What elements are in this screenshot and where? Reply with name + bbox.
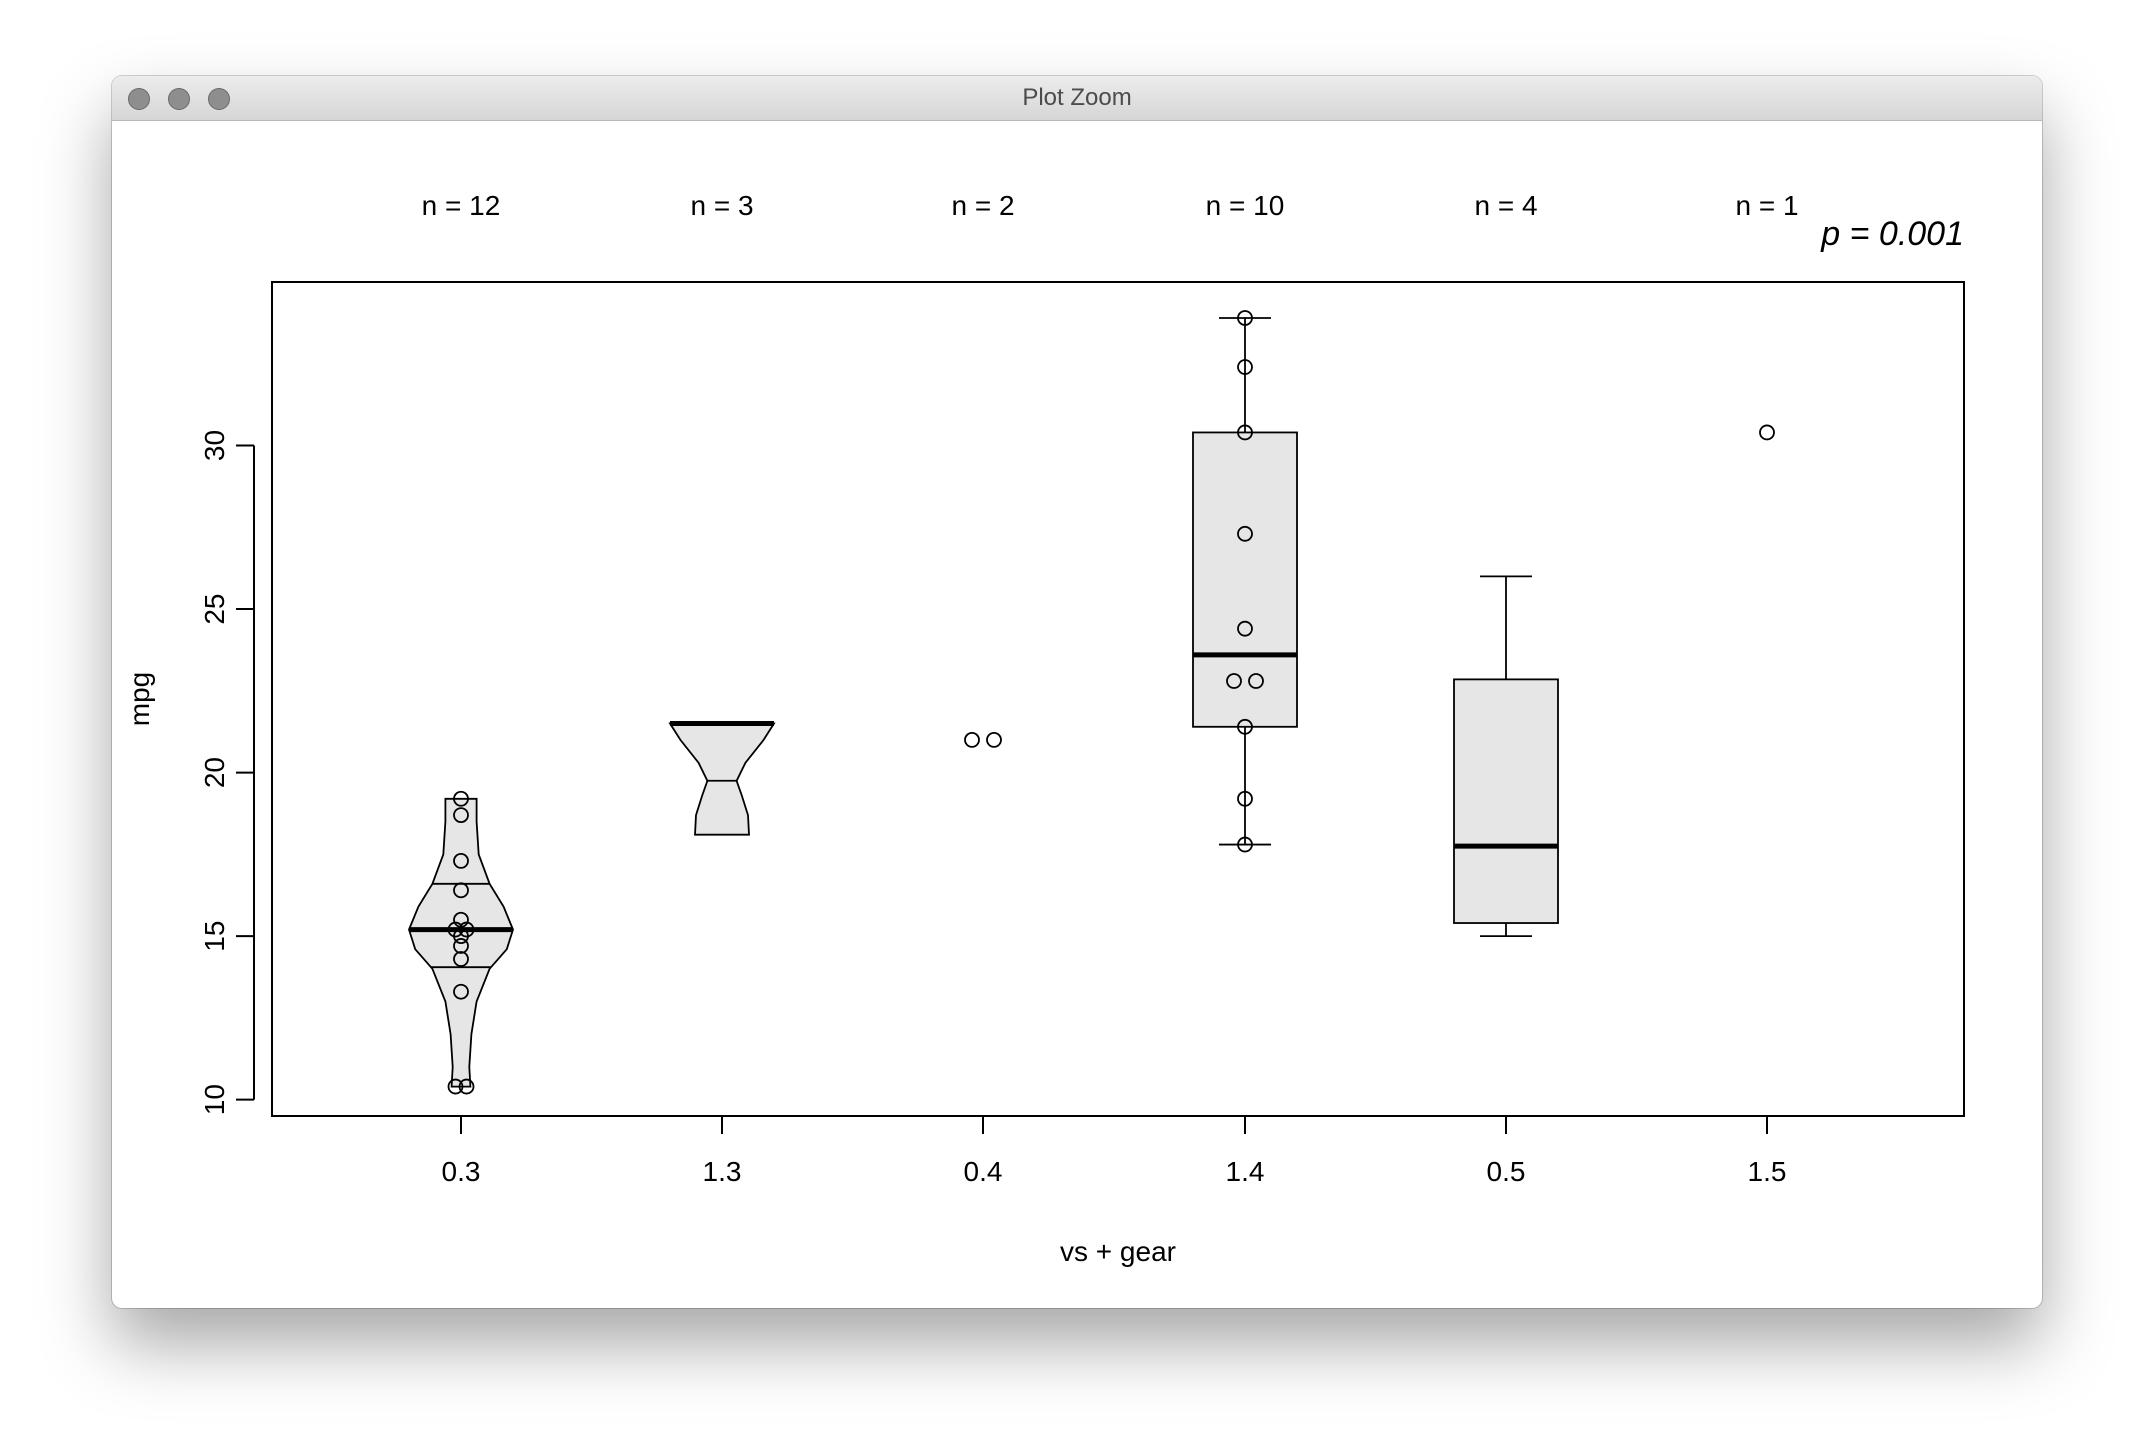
- data-point-3-7: [1237, 424, 1253, 441]
- count-label-3: n = 10: [1206, 190, 1285, 221]
- count-label-4: n = 4: [1474, 190, 1537, 221]
- data-point-3-8: [1237, 359, 1253, 375]
- violin-shape-1: [668, 722, 776, 836]
- y-tick-label-15: 15: [199, 921, 230, 952]
- count-label-1: n = 3: [690, 190, 753, 221]
- data-point-0-12: [453, 790, 469, 807]
- data-point-0-10: [453, 852, 469, 869]
- data-point-3-0: [1237, 836, 1253, 853]
- data-point-3-9: [1237, 310, 1253, 326]
- x-tick-label-1: 1.3: [703, 1156, 742, 1187]
- data-point-2-1: [986, 731, 1002, 748]
- data-point-3-6: [1237, 525, 1253, 542]
- data-point-0-0: [447, 1078, 464, 1095]
- data-point-2-0: [964, 731, 980, 748]
- data-point-0-1: [458, 1078, 475, 1095]
- plot-area: 10 15 20 25 30 0.3 1.3 0.4 1.4 0.5 1.5 n = 12 n = 3 n…: [112, 121, 2042, 1308]
- x-tick-label-3: 1.4: [1226, 1156, 1265, 1187]
- x-tick-label-4: 0.5: [1487, 1156, 1526, 1187]
- window-title: Plot Zoom: [1022, 84, 1132, 111]
- plot-zoom-window: Plot Zoom 10 15 20 25 30 0.3 1.3 0.4 1.4 0.5 1.5 n …: [112, 76, 2042, 1308]
- box-4: [1453, 678, 1559, 924]
- boxplot-chart: 10 15 20 25 30 0.3 1.3 0.4 1.4 0.5 1.5 n = 12 n = 3 n…: [124, 190, 1965, 1267]
- x-axis-title: vs + gear: [1060, 1236, 1176, 1267]
- y-tick-label-25: 25: [199, 593, 230, 624]
- close-window-button[interactable]: [128, 88, 150, 110]
- data-point-0-3: [453, 951, 469, 967]
- box-3: [1192, 431, 1298, 728]
- data-point-3-5: [1237, 620, 1253, 637]
- count-label-0: n = 12: [422, 190, 501, 221]
- y-tick-label-10: 10: [199, 1084, 230, 1115]
- data-point-3-4: [1248, 673, 1264, 689]
- data-point-3-3: [1226, 673, 1242, 689]
- title-bar[interactable]: Plot Zoom: [112, 76, 2042, 121]
- data-point-3-1: [1237, 790, 1253, 807]
- minimize-window-button[interactable]: [168, 88, 190, 110]
- count-label-5: n = 1: [1735, 190, 1798, 221]
- plot-frame: [271, 281, 1965, 1117]
- data-point-0-8: [453, 911, 469, 928]
- p-value-annotation: p = 0.001: [1820, 215, 1964, 253]
- count-label-2: n = 2: [951, 190, 1014, 221]
- data-point-0-2: [453, 983, 469, 1000]
- x-tick-label-0: 0.3: [442, 1156, 481, 1187]
- data-point-5-0: [1759, 424, 1775, 441]
- y-axis-title: mpg: [124, 672, 155, 726]
- x-tick-label-5: 1.5: [1748, 1156, 1787, 1187]
- x-tick-label-2: 0.4: [964, 1156, 1003, 1187]
- zoom-window-button[interactable]: [208, 88, 230, 110]
- data-point-0-4: [453, 938, 469, 954]
- data-point-3-2: [1237, 718, 1253, 735]
- y-tick-label-30: 30: [199, 430, 230, 461]
- y-tick-label-20: 20: [199, 757, 230, 788]
- data-point-0-11: [453, 807, 469, 824]
- data-point-0-9: [453, 882, 469, 899]
